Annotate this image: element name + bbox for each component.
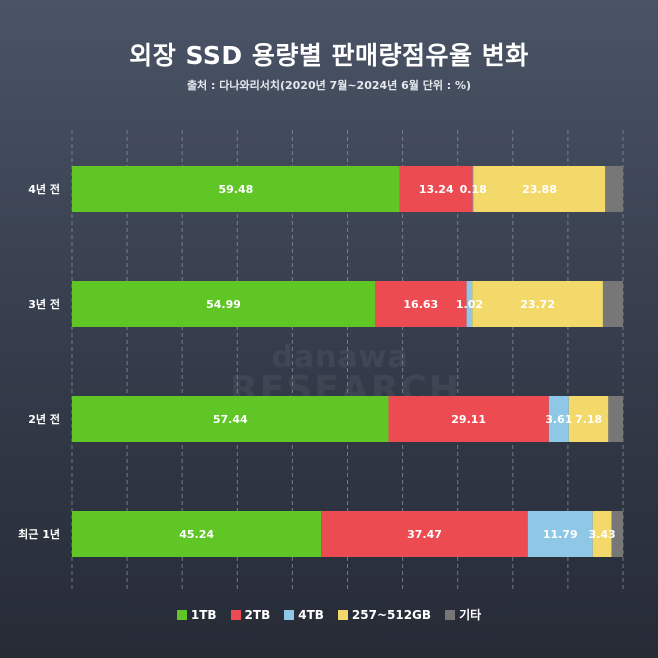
bar-2tb-3-years-ago [374, 281, 467, 327]
category-label-last-1-year: 최근 1년 [18, 527, 60, 541]
category-label-3-years-ago: 3년 전 [28, 297, 60, 311]
category-label-2-years-ago: 2년 전 [28, 412, 60, 426]
legend-swatch-257-512gb [337, 609, 348, 620]
legend-swatch-other [445, 609, 456, 620]
data-label-2tb-4-years-ago: 13.24 [419, 183, 454, 196]
bar-257-512gb-4-years-ago [473, 166, 606, 212]
legend-label-2tb: 2TB [244, 607, 271, 622]
bar-257-512gb-3-years-ago [472, 281, 603, 327]
bar-2tb-last-1-year [321, 511, 528, 557]
data-label-1tb-3-years-ago: 54.99 [206, 298, 241, 311]
legend-swatch-2tb [230, 609, 241, 620]
legend-item-4tb: 4TB [284, 606, 324, 623]
data-label-257-512gb-2-years-ago: 7.18 [575, 413, 602, 426]
data-label-2tb-2-years-ago: 29.11 [451, 413, 486, 426]
legend-label-1tb: 1TB [190, 607, 217, 622]
bar-1tb-last-1-year [72, 511, 322, 557]
chart-subtitle: 출처 : 다나와리서치(2020년 7월~2024년 6월 단위 : %) [186, 79, 472, 92]
data-label-4tb-2-years-ago: 3.61 [545, 413, 572, 426]
data-label-257-512gb-3-years-ago: 23.72 [520, 298, 555, 311]
chart-title: 외장 SSD 용량별 판매량점유율 변화 [129, 41, 529, 70]
legend: 1TB 2TB 4TB 257~512GB 기타 [0, 606, 658, 623]
bar-other-3-years-ago [602, 281, 623, 327]
legend-swatch-1tb [176, 609, 187, 620]
legend-item-1tb: 1TB [176, 606, 217, 623]
category-label-4-years-ago: 4년 전 [28, 182, 60, 196]
data-label-1tb-4-years-ago: 59.48 [218, 183, 253, 196]
data-label-4tb-3-years-ago: 1.02 [456, 298, 483, 311]
bar-1tb-2-years-ago [72, 396, 389, 442]
data-label-4tb-last-1-year: 11.79 [543, 528, 578, 541]
bar-other-2-years-ago [608, 396, 623, 442]
legend-label-4tb: 4TB [298, 607, 324, 622]
bar-4tb-4-years-ago [472, 166, 474, 212]
legend-label-257-512gb: 257~512GB [351, 607, 432, 622]
data-label-1tb-last-1-year: 45.24 [179, 528, 214, 541]
bar-4tb-3-years-ago [466, 281, 473, 327]
data-label-2tb-last-1-year: 37.47 [407, 528, 442, 541]
data-label-2tb-3-years-ago: 16.63 [403, 298, 438, 311]
data-label-4tb-4-years-ago: 0.18 [460, 183, 487, 196]
legend-item-other: 기타 [445, 606, 481, 623]
legend-item-257-512gb: 257~512GB [337, 606, 432, 623]
legend-label-other: 기타 [459, 608, 482, 622]
bar-4tb-2-years-ago [548, 396, 569, 442]
bar-4tb-last-1-year [527, 511, 593, 557]
bar-257-512gb-2-years-ago [568, 396, 609, 442]
bar-1tb-4-years-ago [72, 166, 400, 212]
bar-2tb-2-years-ago [388, 396, 549, 442]
legend-item-2tb: 2TB [230, 606, 271, 623]
bar-other-4-years-ago [605, 166, 623, 212]
data-label-257-512gb-4-years-ago: 23.88 [522, 183, 557, 196]
legend-swatch-4tb [284, 609, 295, 620]
data-label-257-512gb-last-1-year: 3.43 [589, 528, 616, 541]
bar-other-last-1-year [611, 511, 623, 557]
bar-1tb-3-years-ago [72, 281, 375, 327]
bar-257-512gb-last-1-year [592, 511, 612, 557]
data-label-1tb-2-years-ago: 57.44 [213, 413, 248, 426]
bar-2tb-4-years-ago [399, 166, 473, 212]
